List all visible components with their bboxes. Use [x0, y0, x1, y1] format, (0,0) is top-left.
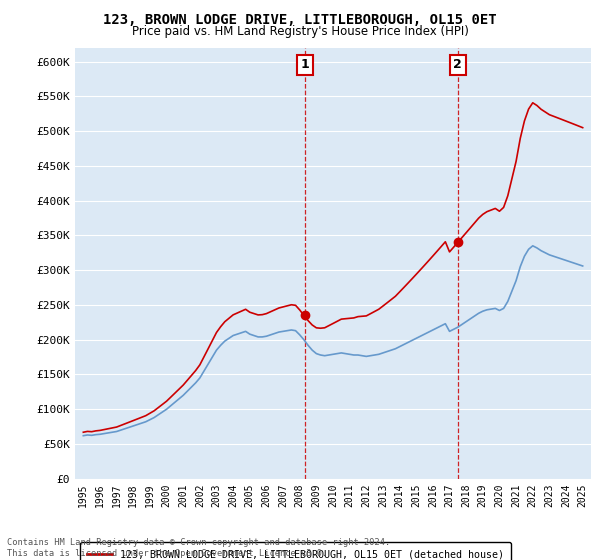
Text: Price paid vs. HM Land Registry's House Price Index (HPI): Price paid vs. HM Land Registry's House …	[131, 25, 469, 38]
Text: 2: 2	[454, 58, 462, 71]
Text: 1: 1	[301, 58, 310, 71]
Legend: 123, BROWN LODGE DRIVE, LITTLEBOROUGH, OL15 0ET (detached house), HPI: Average p: 123, BROWN LODGE DRIVE, LITTLEBOROUGH, O…	[80, 542, 511, 560]
Text: 123, BROWN LODGE DRIVE, LITTLEBOROUGH, OL15 0ET: 123, BROWN LODGE DRIVE, LITTLEBOROUGH, O…	[103, 13, 497, 27]
Text: Contains HM Land Registry data © Crown copyright and database right 2024.
This d: Contains HM Land Registry data © Crown c…	[7, 538, 391, 558]
